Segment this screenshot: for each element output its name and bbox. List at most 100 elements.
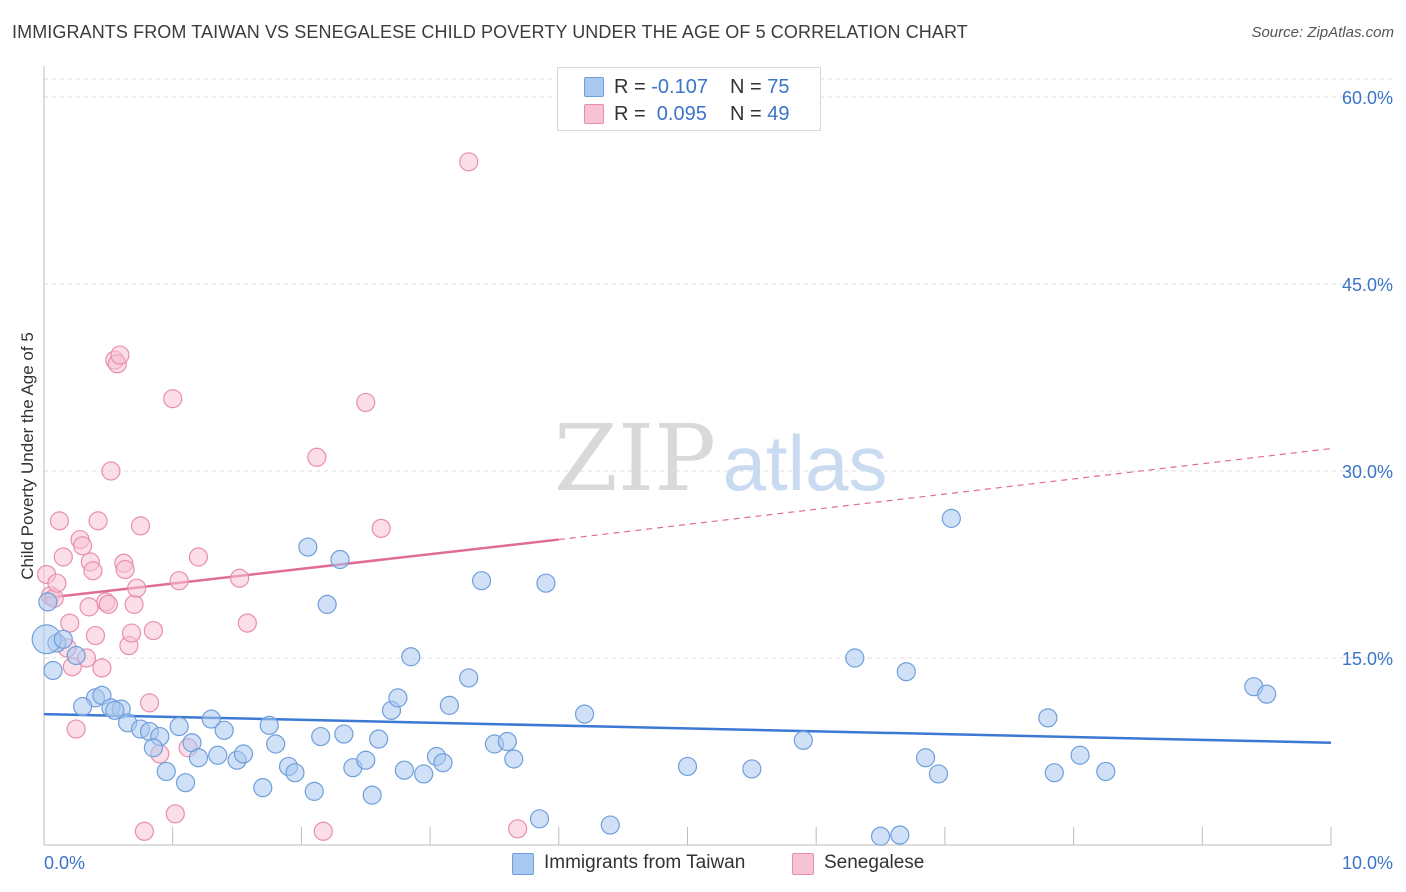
point-taiwan xyxy=(311,726,331,747)
point-taiwan xyxy=(433,753,453,773)
point-taiwan xyxy=(870,826,891,846)
point-taiwan xyxy=(259,715,279,735)
legend-swatch-senegalese xyxy=(792,853,814,875)
x-tick-label: 0.0% xyxy=(44,853,85,873)
point-taiwan xyxy=(169,716,189,737)
correlation-legend: R = -0.107 N = 75 R = 0.095 N = 49 xyxy=(557,67,821,131)
point-senegalese xyxy=(459,152,479,172)
point-senegalese xyxy=(88,511,108,531)
point-taiwan xyxy=(677,756,698,777)
point-taiwan xyxy=(156,761,176,782)
point-taiwan xyxy=(330,549,350,570)
point-taiwan xyxy=(600,815,620,835)
x-tick-label: 10.0% xyxy=(1342,853,1393,873)
point-taiwan xyxy=(304,781,324,801)
point-taiwan xyxy=(439,695,460,715)
grid-lines xyxy=(44,78,1393,659)
point-senegalese xyxy=(165,804,185,824)
point-taiwan xyxy=(201,709,221,729)
point-senegalese xyxy=(60,613,80,633)
point-senegalese xyxy=(127,578,147,598)
source-label: Source: ZipAtlas.com xyxy=(1251,24,1394,41)
legend-swatch-taiwan xyxy=(584,77,604,97)
point-taiwan xyxy=(504,749,524,769)
point-senegalese xyxy=(313,821,333,841)
point-taiwan xyxy=(742,759,762,779)
point-taiwan xyxy=(414,764,434,784)
point-senegalese xyxy=(230,568,250,588)
point-taiwan xyxy=(928,764,949,784)
y-tick-label: 30.0% xyxy=(1342,462,1393,482)
watermark-zip: ZIP xyxy=(554,405,716,512)
point-senegalese xyxy=(163,389,183,409)
point-senegalese xyxy=(73,536,93,556)
point-taiwan xyxy=(214,720,234,740)
legend-swatch-senegalese xyxy=(584,104,604,124)
point-taiwan xyxy=(401,647,421,667)
point-taiwan xyxy=(915,748,936,768)
point-taiwan xyxy=(66,645,86,666)
point-senegalese xyxy=(356,392,376,413)
series-legend: Immigrants from Taiwan Senegalese xyxy=(0,852,1406,878)
point-taiwan xyxy=(497,731,517,752)
point-taiwan xyxy=(459,668,479,688)
point-senegalese xyxy=(508,819,528,839)
point-taiwan xyxy=(793,730,813,750)
point-taiwan xyxy=(536,573,556,593)
point-taiwan xyxy=(105,700,125,720)
point-taiwan xyxy=(298,537,318,557)
tick-labels: 15.0% 30.0% 45.0% 60.0% 0.0% 10.0% xyxy=(44,88,1393,873)
point-taiwan xyxy=(890,825,910,845)
watermark: ZIP atlas xyxy=(554,405,887,512)
trend-line-taiwan xyxy=(43,712,1332,745)
point-taiwan xyxy=(253,778,273,798)
point-taiwan xyxy=(471,571,492,591)
legend-r-label: R = xyxy=(614,76,652,98)
legend-n-value: 49 xyxy=(767,103,790,125)
legend-label-taiwan: Immigrants from Taiwan xyxy=(544,852,746,873)
point-senegalese xyxy=(110,345,130,365)
point-taiwan xyxy=(53,629,73,649)
point-senegalese xyxy=(169,571,189,591)
point-taiwan xyxy=(896,662,916,682)
point-taiwan xyxy=(1096,761,1116,782)
point-senegalese xyxy=(53,547,73,567)
point-senegalese xyxy=(49,511,70,531)
point-senegalese xyxy=(85,625,106,646)
y-tick-label: 60.0% xyxy=(1342,88,1393,108)
point-taiwan xyxy=(317,594,337,614)
point-taiwan xyxy=(529,809,550,829)
point-senegalese xyxy=(92,658,112,678)
point-taiwan xyxy=(208,745,228,765)
point-senegalese xyxy=(79,597,99,617)
point-taiwan xyxy=(143,738,163,758)
point-taiwan xyxy=(845,648,865,668)
point-taiwan xyxy=(1070,745,1090,765)
point-taiwan xyxy=(43,660,63,681)
point-senegalese xyxy=(237,613,257,633)
point-senegalese xyxy=(101,461,121,481)
point-taiwan xyxy=(266,734,286,754)
point-senegalese xyxy=(134,821,154,841)
legend-r-value: -0.107 xyxy=(651,76,708,98)
point-taiwan xyxy=(233,744,254,764)
point-senegalese xyxy=(130,516,151,536)
point-senegalese xyxy=(139,693,160,713)
legend-n-label: N = xyxy=(730,76,768,98)
legend-n-value: 75 xyxy=(767,76,790,98)
chart-title: IMMIGRANTS FROM TAIWAN VS SENEGALESE CHI… xyxy=(12,22,968,42)
legend-r-label: R = xyxy=(614,103,652,125)
point-taiwan xyxy=(574,704,595,724)
point-taiwan xyxy=(1257,684,1277,704)
point-senegalese xyxy=(83,561,103,581)
point-senegalese xyxy=(307,447,327,467)
point-taiwan xyxy=(941,508,961,528)
point-taiwan xyxy=(188,748,209,768)
point-senegalese xyxy=(47,573,67,593)
point-taiwan xyxy=(394,760,414,780)
point-senegalese xyxy=(98,594,118,614)
point-senegalese xyxy=(124,594,144,614)
point-taiwan xyxy=(38,592,58,612)
trend-line-senegalese-extension xyxy=(558,447,1332,541)
